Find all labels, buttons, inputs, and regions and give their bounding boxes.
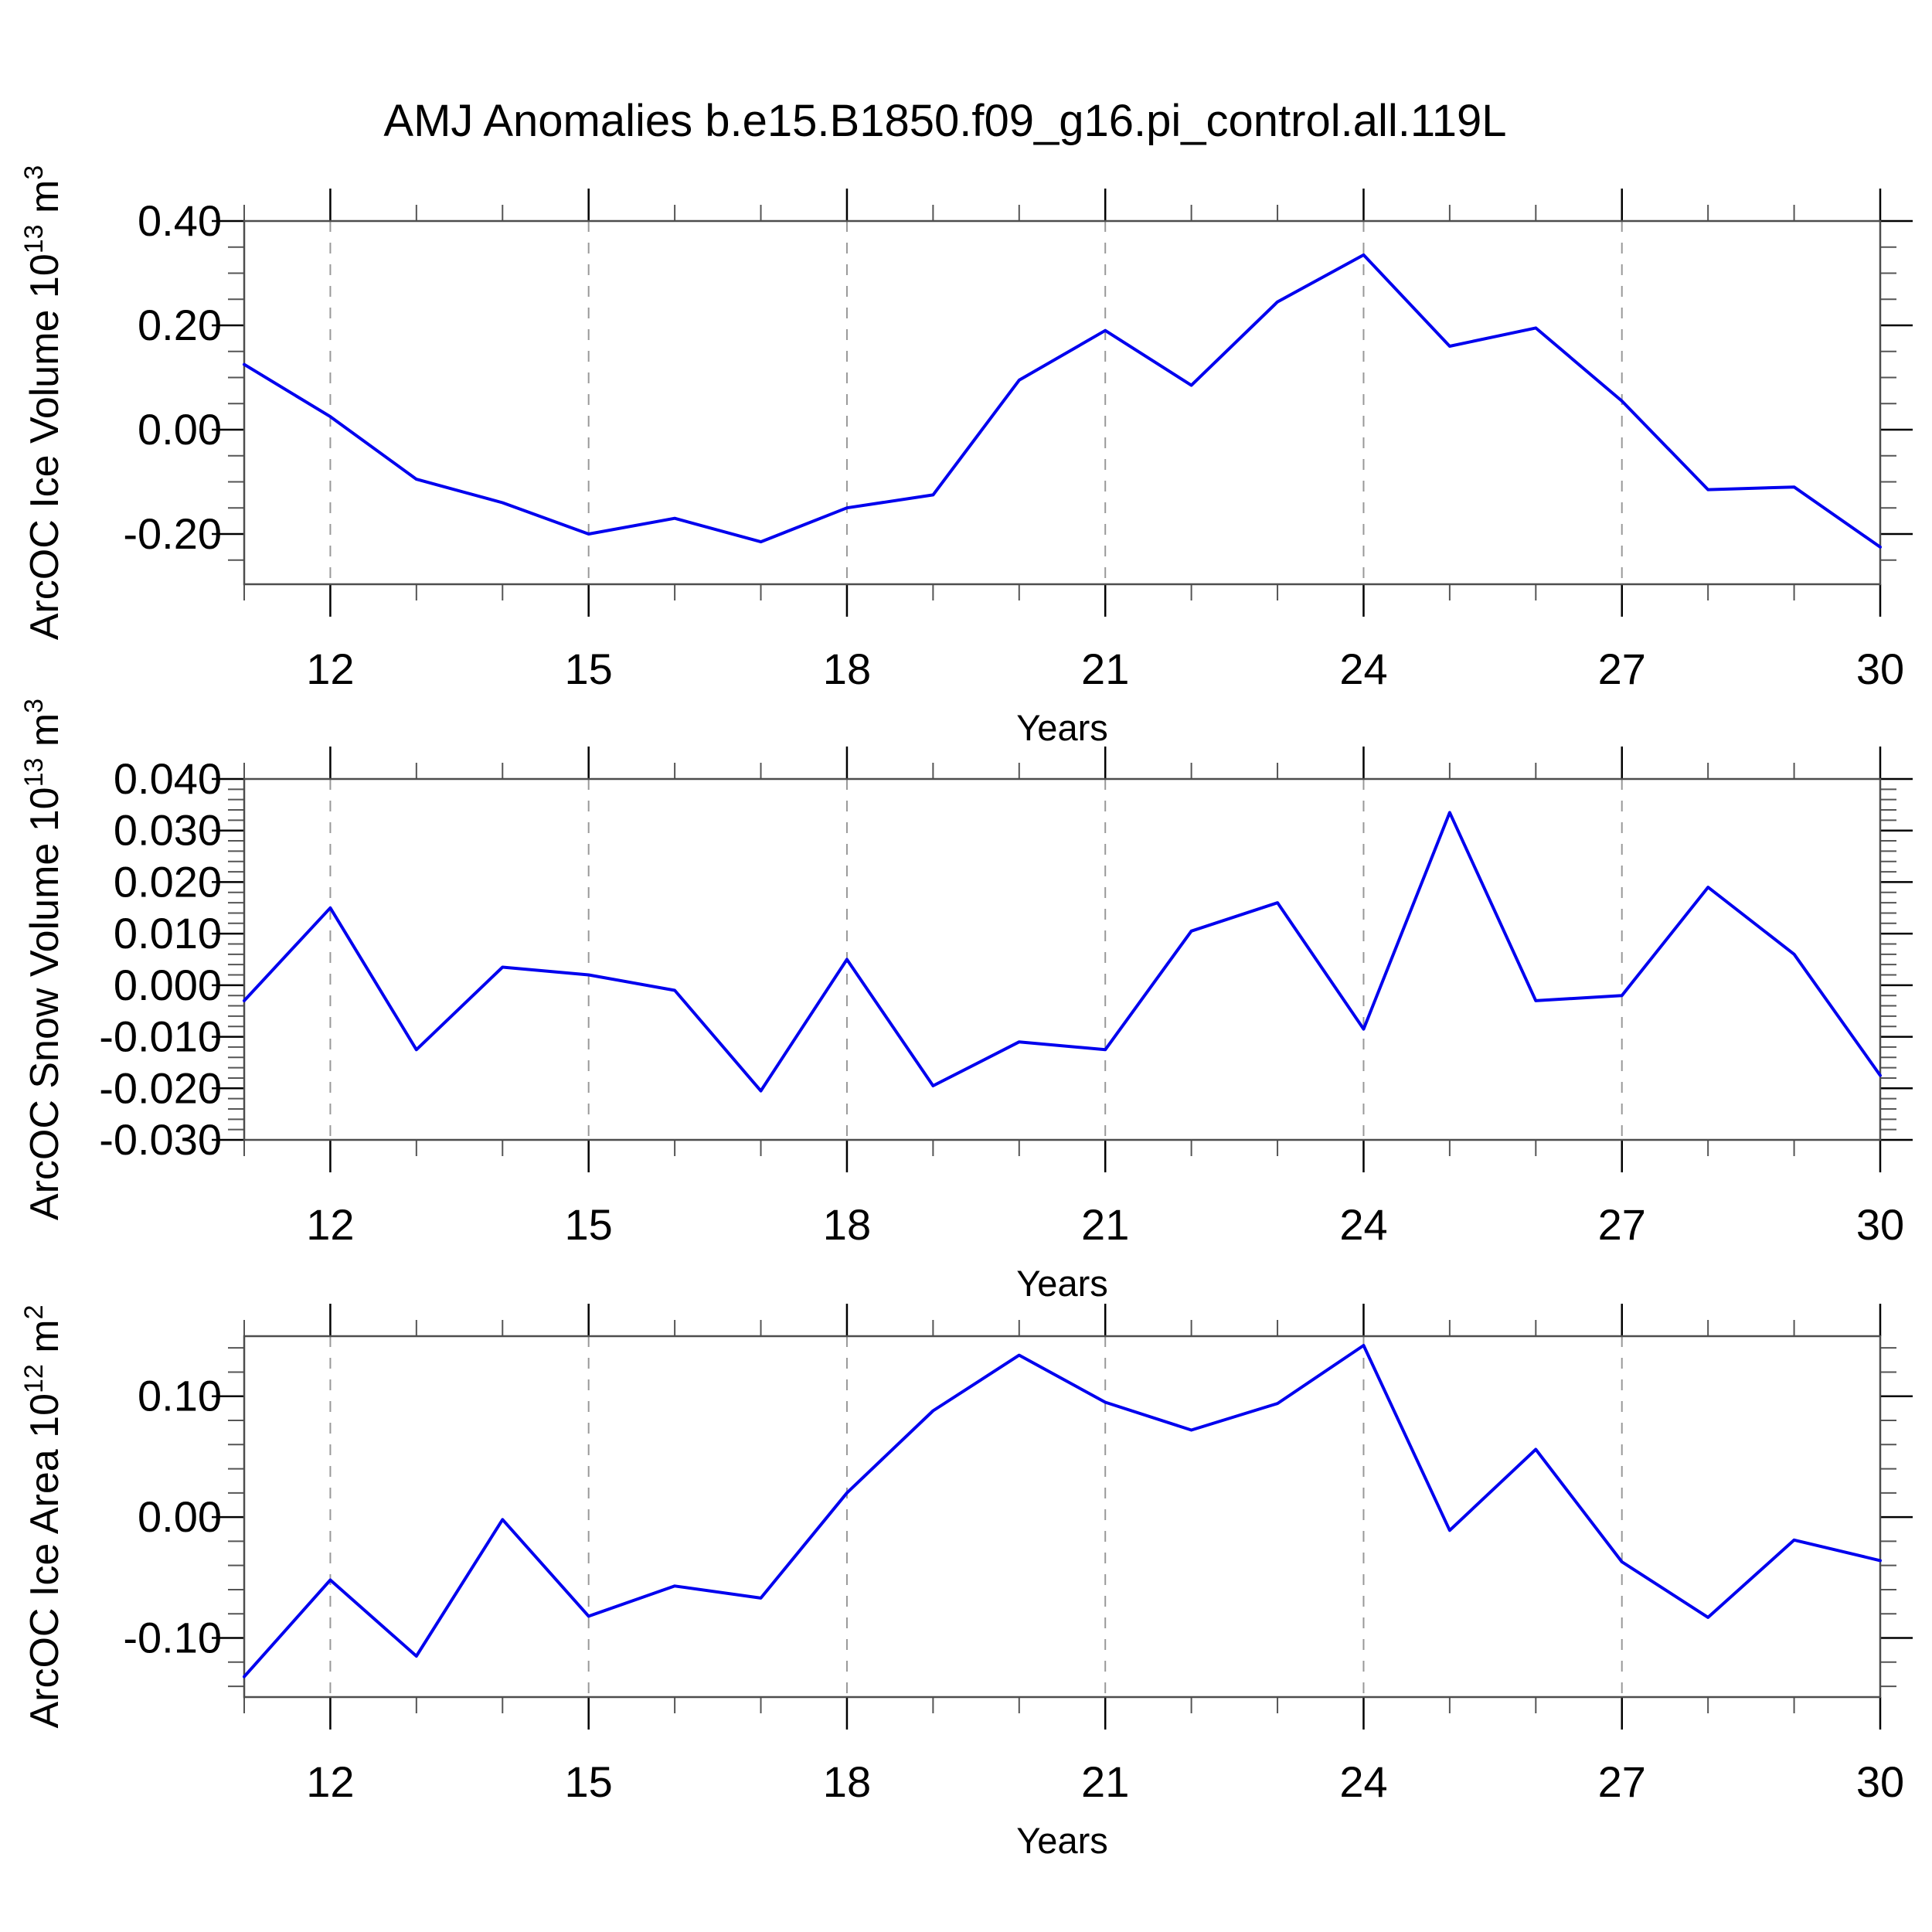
x-tick-label: 18 (823, 1757, 871, 1806)
y-axis-title: ArcOC Snow Volume 1013 m3 (19, 699, 67, 1220)
x-tick-label: 18 (823, 645, 871, 693)
y-tick-label: -0.020 (99, 1063, 222, 1112)
x-tick-label: 30 (1856, 1757, 1904, 1806)
x-tick-label: 24 (1339, 1200, 1387, 1249)
y-tick-label: 0.20 (138, 301, 222, 349)
y-tick-label: 0.00 (138, 1492, 222, 1541)
x-axis-title: Years (1016, 1263, 1107, 1304)
y-tick-label: -0.20 (123, 509, 222, 558)
y-tick-label: -0.10 (123, 1614, 222, 1662)
y-tick-label: 0.030 (114, 806, 222, 855)
chart-title: AMJ Anomalies b.e15.B1850.f09_g16.pi_con… (383, 96, 1506, 146)
panel-ice-area: 0.10 0.00 -0.10 12 15 18 21 24 27 30 Years ArcOC Ic… (19, 1304, 1913, 1861)
x-tick-label: 30 (1856, 1200, 1904, 1249)
x-axis-title: Years (1016, 707, 1107, 748)
x-tick-label: 30 (1856, 645, 1904, 693)
x-tick-label: 21 (1081, 1200, 1129, 1249)
x-tick-label: 24 (1339, 645, 1387, 693)
y-tick-label: -0.030 (99, 1115, 222, 1164)
x-tick-label: 27 (1598, 1757, 1646, 1806)
y-tick-label: 0.040 (114, 754, 222, 803)
x-tick-label: 27 (1598, 645, 1646, 693)
x-tick-label: 18 (823, 1200, 871, 1249)
plot-frame (243, 1335, 1882, 1699)
y-tick-label: 0.10 (138, 1372, 222, 1420)
x-tick-label: 21 (1081, 1757, 1129, 1806)
y-tick-label: 0.010 (114, 909, 222, 957)
plot-frame (243, 777, 1882, 1141)
x-axis-title: Years (1016, 1820, 1107, 1861)
series-line-ice-volume (243, 253, 1882, 549)
x-tick-label: 24 (1339, 1757, 1387, 1806)
x-tick-label: 27 (1598, 1200, 1646, 1249)
x-tick-label: 12 (306, 645, 354, 693)
x-tick-label: 15 (565, 1757, 613, 1806)
y-axis-title: ArcOC Ice Volume 1013 m3 (19, 165, 67, 641)
y-tick-label: -0.010 (99, 1012, 222, 1061)
panel-ice-volume: 0.40 0.20 0.00 -0.20 12 15 18 21 24 27 30 Years ArcO… (19, 165, 1913, 748)
plot-frame (243, 219, 1882, 586)
x-tick-label: 12 (306, 1200, 354, 1249)
x-tick-label: 15 (565, 645, 613, 693)
series-line-ice-area (243, 1344, 1882, 1679)
y-axis-title: ArcOC Ice Area 1012 m2 (19, 1304, 67, 1728)
x-tick-label: 21 (1081, 645, 1129, 693)
x-tick-label: 15 (565, 1200, 613, 1249)
y-tick-label: 0.00 (138, 405, 222, 454)
panel-snow-volume: 0.0400.0300.0200.0100.000-0.010-0.020-0.… (19, 699, 1913, 1304)
y-tick-label: 0.000 (114, 961, 222, 1009)
y-tick-label: 0.020 (114, 857, 222, 906)
series-line-snow-volume (243, 811, 1882, 1093)
x-tick-label: 12 (306, 1757, 354, 1806)
panels-group: 0.40 0.20 0.00 -0.20 12 15 18 21 24 27 30 Years ArcO… (19, 165, 1913, 1861)
y-tick-label: 0.40 (138, 196, 222, 245)
